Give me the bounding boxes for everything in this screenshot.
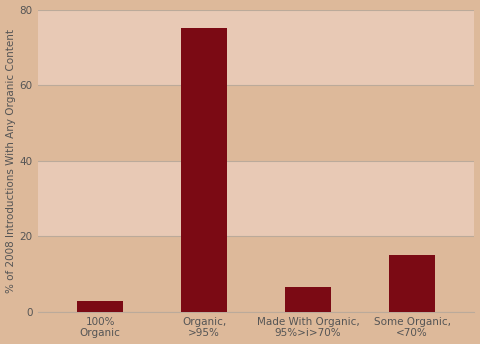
Bar	[38, 85, 474, 161]
Bar	[180, 29, 228, 312]
Bar	[38, 161, 474, 236]
Bar	[389, 255, 435, 312]
Bar	[77, 301, 123, 312]
Bar	[38, 10, 474, 85]
Bar	[38, 236, 474, 312]
Y-axis label: % of 2008 Introductions With Any Organic Content: % of 2008 Introductions With Any Organic…	[6, 29, 15, 293]
Bar	[285, 287, 332, 312]
